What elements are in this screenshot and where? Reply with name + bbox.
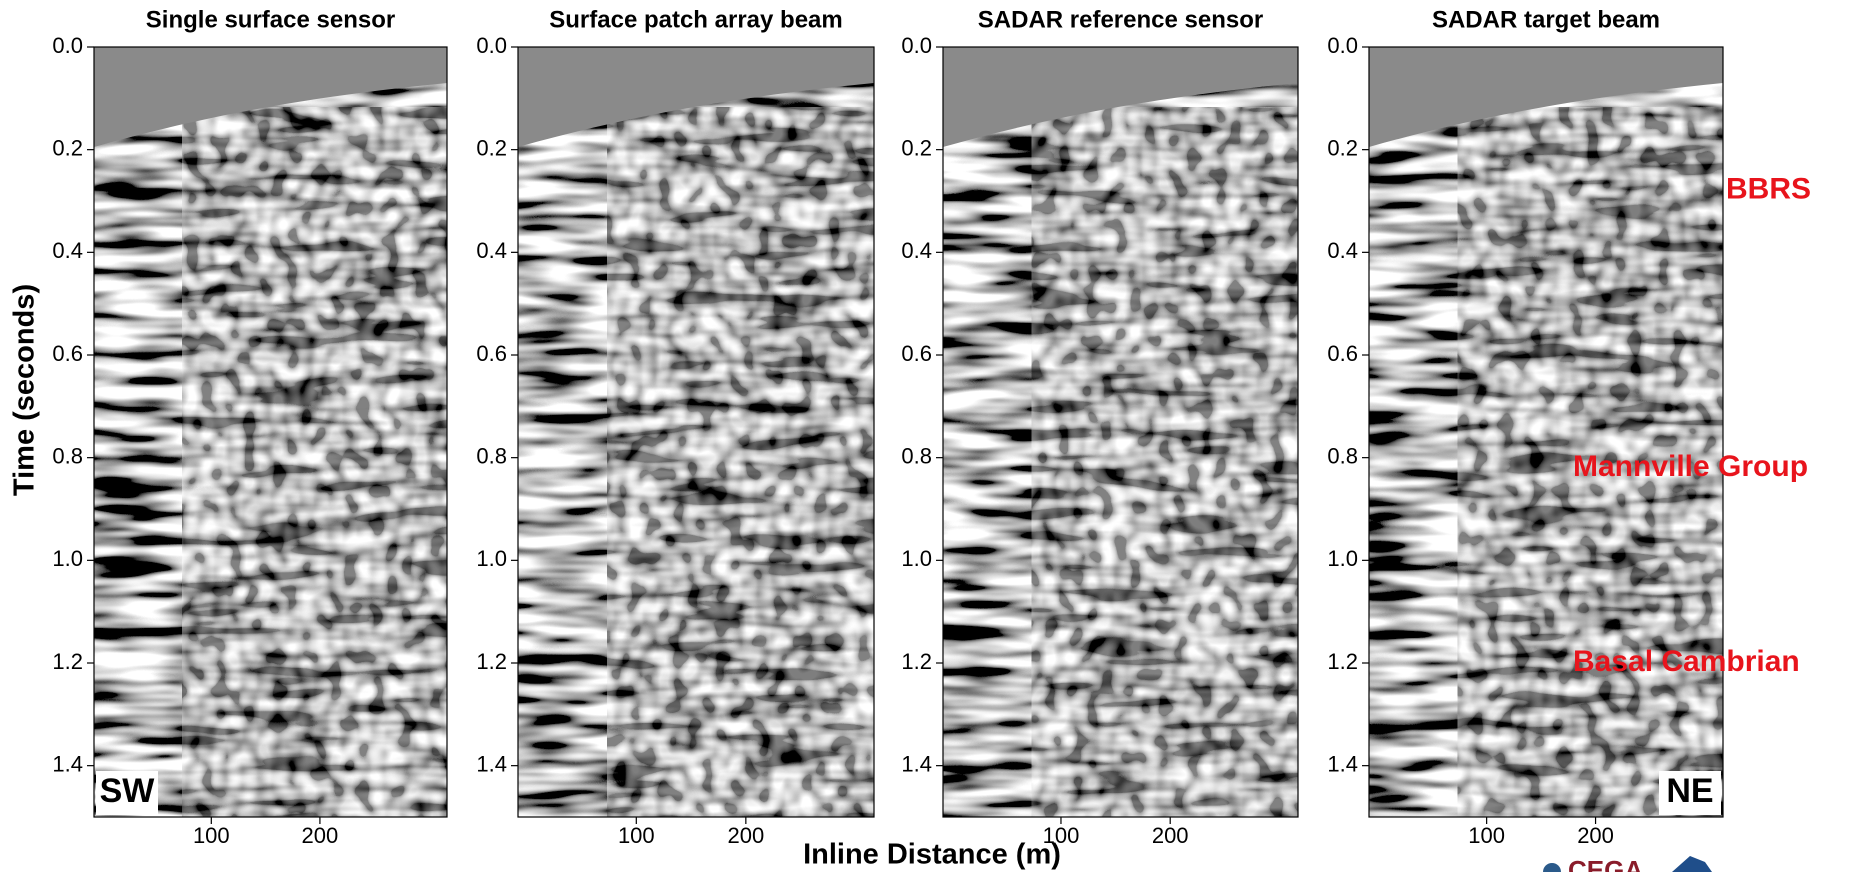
y-tick-label: 1.4 [901, 751, 932, 776]
panel: Single surface sensor 0.0 0.2 0.4 0.6 0.8 1.0 1… [52, 6, 448, 848]
x-tick-label: 200 [1152, 823, 1189, 848]
corner-label: SW [100, 772, 156, 810]
axes-frame [1368, 46, 1724, 818]
y-tick-label: 0.6 [476, 341, 507, 366]
y-tick-label: 0.6 [52, 341, 83, 366]
mute-zone [1369, 47, 1723, 147]
y-tick-label: 1.0 [476, 546, 507, 571]
seismic-image [943, 47, 1298, 817]
y-tick-label: 0.8 [476, 443, 507, 468]
logo-shape [1672, 856, 1712, 872]
y-tick-label: 1.2 [901, 649, 932, 674]
y-tick-label: 1.4 [52, 751, 83, 776]
mute-zone [94, 47, 447, 147]
seismic-noise-wedge [182, 107, 447, 817]
y-tick-label: 0.2 [901, 135, 932, 160]
y-tick-label: 0.0 [52, 33, 83, 58]
y-tick-label: 1.0 [901, 546, 932, 571]
y-tick-label: 0.0 [901, 33, 932, 58]
panel: Surface patch array beam 0.0 0.2 0.4 0.6 0.8 1… [476, 6, 875, 848]
mute-zone [943, 47, 1298, 147]
y-tick-label: 0.8 [52, 443, 83, 468]
seismic-image [94, 47, 447, 817]
axes-frame [942, 46, 1299, 818]
mute-zone [518, 47, 874, 147]
panel-title: SADAR reference sensor [978, 6, 1263, 33]
logo-text: CEGA [1568, 855, 1643, 872]
x-tick-label: 200 [727, 823, 764, 848]
logo-icon [1543, 863, 1561, 872]
horizon-label: BBRS [1726, 173, 1811, 206]
y-tick-label: 0.6 [1327, 341, 1358, 366]
seismic-noise-wedge [1031, 107, 1298, 817]
x-tick-label: 100 [1468, 823, 1505, 848]
horizon-label: Basal Cambrian [1573, 645, 1800, 678]
y-tick-label: 0.2 [1327, 135, 1358, 160]
seismic-noise-wedge [607, 107, 874, 817]
y-tick-label: 0.4 [52, 238, 83, 263]
y-tick-label: 0.8 [901, 443, 932, 468]
x-tick-label: 100 [618, 823, 655, 848]
y-tick-label: 1.2 [476, 649, 507, 674]
corner-label: NE [1666, 772, 1713, 810]
seismic-image [518, 47, 874, 817]
y-tick-label: 0.2 [52, 135, 83, 160]
logo: CEGA [1543, 855, 1712, 872]
y-tick-label: 0.8 [1327, 443, 1358, 468]
horizon-label: Mannville Group [1573, 450, 1808, 483]
y-tick-label: 0.6 [901, 341, 932, 366]
x-tick-label: 200 [1577, 823, 1614, 848]
y-tick-label: 0.2 [476, 135, 507, 160]
y-tick-label: 1.4 [1327, 751, 1358, 776]
y-tick-label: 0.0 [476, 33, 507, 58]
panel: SADAR target beam 0.0 0.2 0.4 0.6 0.8 1.0 1.2 1.… [1327, 6, 1724, 848]
y-tick-label: 1.0 [1327, 546, 1358, 571]
corner-label-box [1659, 771, 1721, 815]
y-axis-label: Time (seconds) [9, 284, 41, 496]
y-tick-label: 1.0 [52, 546, 83, 571]
x-tick-label: 100 [1043, 823, 1080, 848]
y-tick-label: 0.0 [1327, 33, 1358, 58]
y-tick-label: 0.4 [476, 238, 507, 263]
x-tick-label: 100 [193, 823, 230, 848]
axes-frame [517, 46, 875, 818]
panel: SADAR reference sensor 0.0 0.2 0.4 0.6 0.8 1.0… [901, 6, 1299, 848]
y-tick-label: 1.2 [1327, 649, 1358, 674]
seismic-image [1369, 47, 1723, 817]
y-tick-label: 1.2 [52, 649, 83, 674]
y-tick-label: 0.4 [1327, 238, 1358, 263]
panel-title: SADAR target beam [1432, 6, 1660, 33]
y-tick-label: 1.4 [476, 751, 507, 776]
panel-title: Surface patch array beam [549, 6, 842, 33]
seismic-noise-wedge [1457, 107, 1723, 817]
axes-frame [93, 46, 448, 818]
panel-title: Single surface sensor [146, 6, 395, 33]
x-axis-label: Inline Distance (m) [803, 839, 1061, 871]
corner-label-box [96, 771, 158, 815]
x-tick-label: 200 [302, 823, 339, 848]
y-tick-label: 0.4 [901, 238, 932, 263]
